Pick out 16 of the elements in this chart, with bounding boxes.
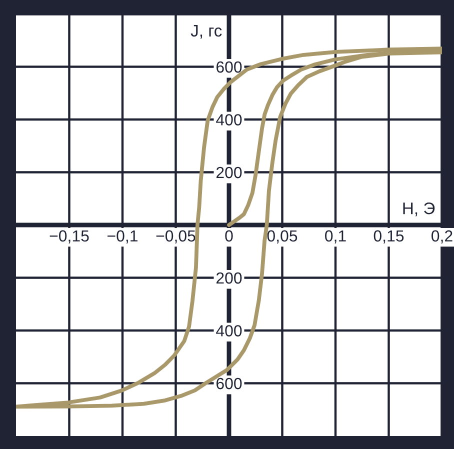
- x-tick-label: −0,05: [156, 230, 196, 244]
- y-tick-label: 200: [216, 166, 242, 178]
- x-tick-label: 0,1: [325, 230, 346, 244]
- x-tick-label: 0,15: [374, 230, 404, 244]
- x-tick-label: −0,15: [50, 230, 89, 244]
- y-tick-label: 200: [216, 272, 242, 284]
- y-tick-label: 400: [216, 325, 242, 336]
- x-tick-label: 0,05: [267, 230, 298, 244]
- y-tick-label: 600: [216, 378, 242, 390]
- x-tick-label: 0: [225, 230, 233, 242]
- y-tick-label: 400: [216, 114, 242, 126]
- x-tick-label: 0,2: [432, 230, 452, 244]
- x-axis-title: H, Э: [403, 202, 435, 216]
- y-axis-title: J, гс: [190, 24, 222, 39]
- x-tick-label: −0,1: [108, 230, 138, 244]
- y-tick-label: 600: [216, 61, 242, 73]
